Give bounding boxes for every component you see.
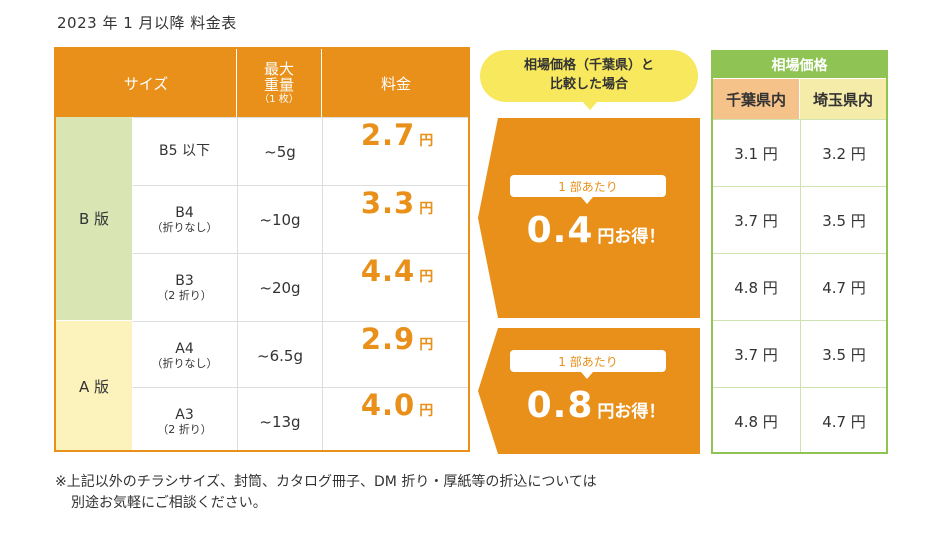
market-cell-saitama: 3.2 円 <box>800 120 886 186</box>
market-cell-chiba: 4.8 円 <box>734 412 778 431</box>
row-size: A4 <box>175 340 194 357</box>
market-row: 3.7 円 3.5 円 <box>713 320 886 387</box>
row-price-unit: 円 <box>419 403 434 419</box>
header-fee: 料金 <box>322 49 468 117</box>
market-cell-saitama: 3.5 円 <box>800 187 886 253</box>
bubble-tail <box>582 101 598 110</box>
row-price: 2.7 <box>360 118 416 152</box>
page-title: 2023 年 1 月以降 料金表 <box>57 14 237 32</box>
market-col-chiba: 千葉県内 <box>713 79 799 119</box>
header-weight-label: 最大重量 <box>263 59 294 95</box>
comparison-bubble: 相場価格（千葉県）と 比較した場合 <box>480 50 698 102</box>
comparison-line2: 比較した場合 <box>549 77 628 92</box>
market-cell-saitama: 3.5 円 <box>800 321 886 387</box>
category-b: B 版 <box>56 117 132 320</box>
header-size: サイズ <box>56 49 236 117</box>
category-a: A 版 <box>56 321 132 450</box>
savings-amount-line: 0.4 円お得！ <box>506 210 686 251</box>
row-size: A3 <box>175 406 194 423</box>
table-row: A4 （折りなし） ~6.5g 2.9 円 <box>133 321 468 389</box>
market-col-saitama: 埼玉県内 <box>800 79 886 119</box>
savings-amount: 0.8 <box>526 385 594 426</box>
comparison-line1: 相場価格（千葉県）と <box>523 58 654 74</box>
row-size: B4 <box>175 204 194 221</box>
row-weight: ~20g <box>237 254 322 321</box>
pill-tail <box>581 197 593 204</box>
row-price: 4.4 <box>360 254 416 288</box>
header-weight-sub: （1 枚） <box>259 94 299 106</box>
market-cell-chiba: 3.1 円 <box>734 144 778 163</box>
row-weight: ~5g <box>237 118 322 185</box>
market-cell-saitama: 4.7 円 <box>800 254 886 320</box>
row-price-unit: 円 <box>419 201 434 217</box>
row-price-unit: 円 <box>419 269 434 285</box>
market-row: 3.1 円 3.2 円 <box>713 119 886 186</box>
row-size-note: （2 折り） <box>157 423 212 437</box>
savings-amount: 0.4 <box>526 210 594 251</box>
savings-amount-line: 0.8 円お得！ <box>506 385 686 426</box>
table-row: B4 （折りなし） ~10g 3.3 円 <box>133 185 468 253</box>
row-size: B5 以下 <box>159 143 210 160</box>
arrow-shape <box>478 118 700 318</box>
savings-arrow-b: 1 部あたり 0.4 円お得！ <box>478 118 700 318</box>
table-row: A3 （2 折り） ~13g 4.0 円 <box>133 387 468 450</box>
row-weight: ~6.5g <box>237 322 322 389</box>
pill-tail <box>581 372 593 379</box>
savings-per-label: 1 部あたり <box>510 350 666 372</box>
row-size-note: （折りなし） <box>151 357 218 371</box>
table-row: B5 以下 ~5g 2.7 円 <box>133 117 468 185</box>
market-cell-saitama: 4.7 円 <box>800 388 886 452</box>
market-cell-chiba: 4.8 円 <box>734 278 778 297</box>
market-cell-chiba: 3.7 円 <box>734 211 778 230</box>
market-cell-chiba: 3.7 円 <box>734 345 778 364</box>
market-row: 4.8 円 4.7 円 <box>713 387 886 452</box>
row-size-note: （折りなし） <box>151 221 218 235</box>
row-weight: ~10g <box>237 186 322 253</box>
savings-text: 円お得！ <box>597 402 666 422</box>
market-row: 4.8 円 4.7 円 <box>713 253 886 320</box>
row-price: 4.0 <box>360 388 416 422</box>
footnote-line2: 別途お気軽にご相談ください。 <box>71 495 267 511</box>
row-price-unit: 円 <box>419 133 434 149</box>
header-weight: 最大重量 （1 枚） <box>237 49 321 117</box>
table-row: B3 （2 折り） ~20g 4.4 円 <box>133 253 468 321</box>
market-price-table: 相場価格 千葉県内 埼玉県内 3.1 円 3.2 円 3.7 円 3.5 円 4… <box>711 50 888 454</box>
market-title: 相場価格 <box>713 52 886 78</box>
footnote: ※上記以外のチラシサイズ、封筒、カタログ冊子、DM 折り・厚紙等の折込については… <box>55 472 597 514</box>
price-table: サイズ 最大重量 （1 枚） 料金 B 版 A 版 B5 以下 ~5g 2.7 円… <box>54 47 470 452</box>
row-price-unit: 円 <box>419 337 434 353</box>
market-row: 3.7 円 3.5 円 <box>713 186 886 253</box>
savings-per-label: 1 部あたり <box>510 175 666 197</box>
savings-text: 円お得！ <box>597 227 666 247</box>
row-price: 2.9 <box>360 322 416 356</box>
row-weight: ~13g <box>237 388 322 450</box>
savings-arrow-a: 1 部あたり 0.8 円お得！ <box>478 328 700 454</box>
row-size: B3 <box>175 272 194 289</box>
row-price: 3.3 <box>360 186 416 220</box>
footnote-line1: ※上記以外のチラシサイズ、封筒、カタログ冊子、DM 折り・厚紙等の折込については <box>55 474 597 490</box>
row-size-note: （2 折り） <box>157 289 212 303</box>
